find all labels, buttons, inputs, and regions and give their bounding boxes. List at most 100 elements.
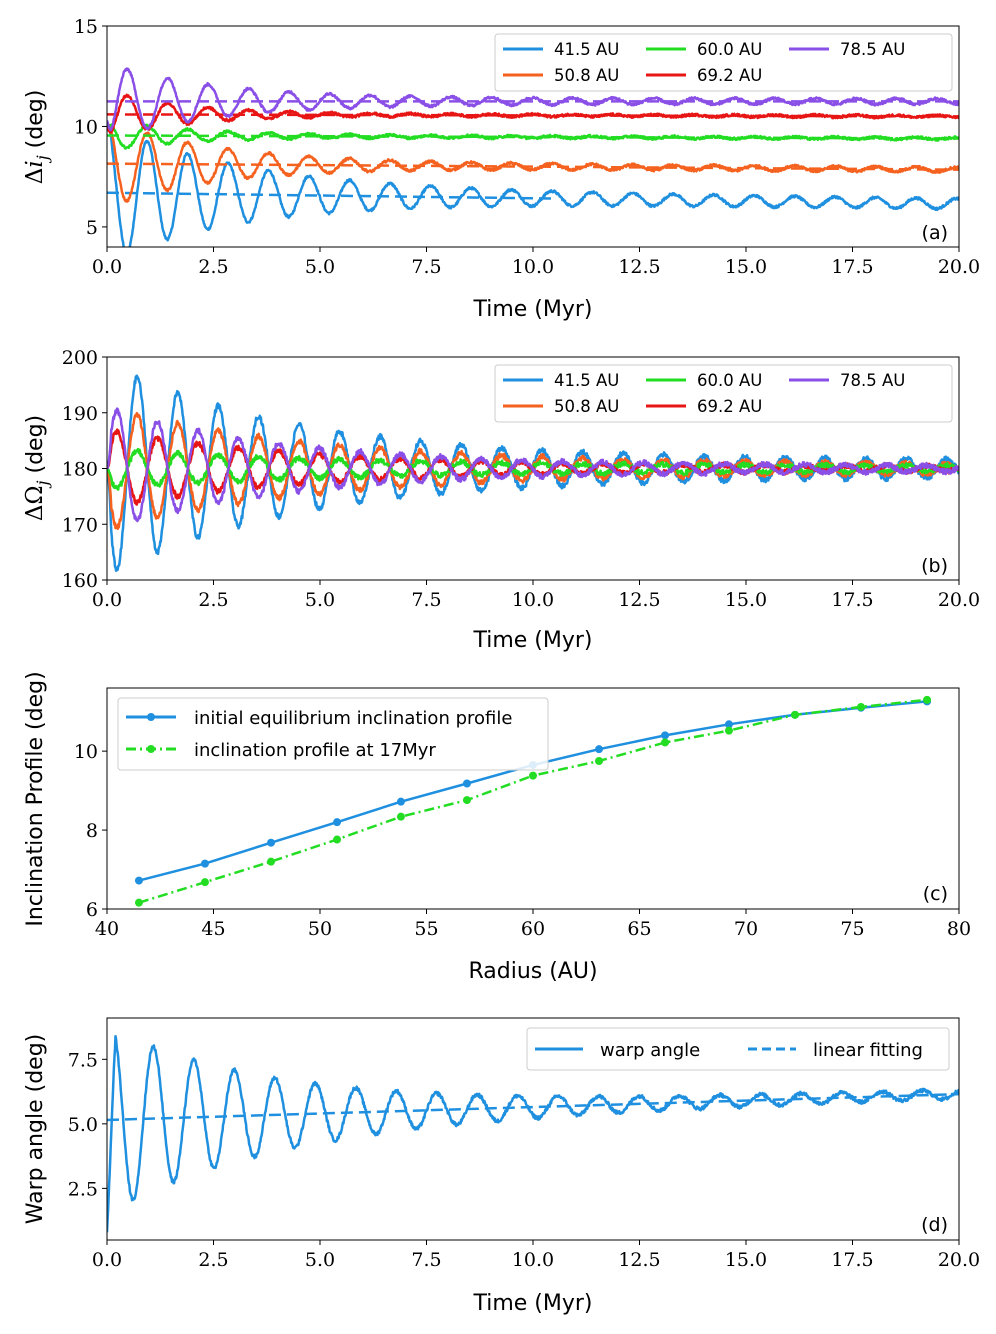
legend-marker-c-1 — [147, 745, 155, 753]
plot-area-d — [107, 1034, 959, 1233]
panel-tag-d: (d) — [921, 1214, 948, 1236]
legend-label-b-0: 41.5 AU — [554, 371, 619, 390]
xtick-label-d: 10.0 — [512, 1249, 554, 1271]
xtick-label-c: 40 — [95, 918, 119, 940]
legend-label-c-0: initial equilibrium inclination profile — [194, 708, 512, 729]
legend-box-a — [494, 33, 953, 92]
series-line-a-0 — [107, 125, 959, 247]
xtick-label-c: 50 — [308, 918, 332, 940]
legend-label-a-0: 41.5 AU — [554, 40, 619, 59]
ylabel-b: ΔΩj (deg) — [22, 415, 52, 521]
xtick-label-a: 0.0 — [92, 256, 122, 278]
legend-box-b — [494, 364, 953, 423]
xtick-label-d: 15.0 — [725, 1249, 767, 1271]
xtick-label-c: 80 — [947, 918, 971, 940]
xtick-label-b: 7.5 — [411, 589, 441, 611]
xtick-label-a: 15.0 — [725, 256, 767, 278]
point-c-1-0 — [134, 898, 143, 907]
legend-b: 41.5 AU 50.8 AU 60.0 AU 69.2 AU 78.5 AU — [494, 364, 953, 423]
point-c-0-8 — [661, 731, 670, 740]
legend-c: initial equilibrium inclination profile … — [117, 697, 549, 771]
fit-line-a-1 — [107, 162, 959, 171]
point-c-0-5 — [462, 779, 471, 788]
point-c-1-1 — [200, 878, 209, 887]
ytick-label-b: 200 — [62, 347, 98, 369]
xtick-label-b: 10.0 — [512, 589, 554, 611]
xlabel-d: Time (Myr) — [472, 1291, 592, 1316]
legend-d: warp angle linear fitting — [526, 1027, 950, 1071]
series-line-d-0 — [107, 1034, 959, 1233]
panel-tag-a: (a) — [922, 222, 948, 244]
legend-label-d-1: linear fitting — [813, 1040, 923, 1061]
xtick-label-c: 65 — [627, 918, 651, 940]
ytick-label-a: 5 — [86, 217, 98, 239]
xtick-label-d: 20.0 — [938, 1249, 980, 1271]
xtick-label-d: 12.5 — [618, 1249, 660, 1271]
fit-line-a-0 — [107, 191, 555, 200]
legend-label-a-2: 60.0 AU — [697, 40, 762, 59]
xtick-label-b: 20.0 — [938, 589, 980, 611]
point-c-0-0 — [134, 876, 143, 885]
point-c-1-4 — [396, 812, 405, 821]
legend-label-b-1: 50.8 AU — [554, 397, 619, 416]
xtick-label-d: 17.5 — [831, 1249, 873, 1271]
series-line-a-3 — [107, 93, 959, 134]
point-c-1-9 — [724, 726, 733, 735]
point-c-1-11 — [857, 702, 866, 711]
series-line-d-1 — [107, 1092, 959, 1122]
point-c-1-8 — [661, 738, 670, 747]
xtick-label-b: 0.0 — [92, 589, 122, 611]
ytick-label-b: 170 — [62, 514, 98, 536]
series-line-b-4 — [107, 407, 959, 523]
point-c-0-4 — [396, 797, 405, 806]
legend-label-a-1: 50.8 AU — [554, 66, 619, 85]
legend-label-c-1: inclination profile at 17Myr — [194, 740, 436, 761]
ytick-label-b: 160 — [62, 570, 98, 592]
xtick-label-b: 15.0 — [725, 589, 767, 611]
legend-box-d — [526, 1027, 950, 1071]
xlabel-a: Time (Myr) — [472, 297, 592, 322]
plot-area-a — [107, 67, 959, 247]
xtick-label-c: 60 — [521, 918, 545, 940]
xtick-label-d: 7.5 — [411, 1249, 441, 1271]
panel-d: 0.0 2.5 5.0 7.5 10.0 12.5 15.0 17.5 20.0 2.5 5.0 7.… — [23, 1017, 980, 1316]
point-c-1-2 — [267, 857, 276, 866]
legend-label-d-0: warp angle — [600, 1040, 700, 1061]
ylabel-c: Inclination Profile (deg) — [23, 671, 48, 926]
ytick-label-b: 180 — [62, 459, 98, 481]
ytick-label-d: 7.5 — [68, 1049, 98, 1071]
point-c-0-3 — [333, 818, 342, 827]
point-c-1-10 — [790, 710, 799, 719]
series-line-a-1 — [107, 123, 959, 203]
ytick-label-d: 2.5 — [68, 1178, 98, 1200]
series-line-a-2 — [107, 123, 959, 150]
panel-c: 40 45 50 55 60 65 70 75 80 6 8 10 Radius (AU) Incli… — [23, 671, 971, 984]
xlabel-c: Radius (AU) — [468, 959, 597, 984]
xtick-label-a: 5.0 — [305, 256, 335, 278]
ytick-label-a: 10 — [74, 116, 98, 138]
ticks-c: 40 45 50 55 60 65 70 75 80 6 8 10 — [74, 741, 971, 940]
xtick-label-a: 2.5 — [198, 256, 228, 278]
ytick-label-c: 8 — [86, 820, 98, 842]
plot-area-b — [107, 374, 959, 572]
xtick-label-a: 12.5 — [618, 256, 660, 278]
point-c-1-3 — [333, 835, 342, 844]
xtick-label-a: 17.5 — [831, 256, 873, 278]
xtick-label-b: 17.5 — [831, 589, 873, 611]
point-c-0-7 — [595, 745, 604, 754]
legend-label-a-3: 69.2 AU — [697, 66, 762, 85]
xtick-label-b: 5.0 — [305, 589, 335, 611]
legend-a: 41.5 AU 50.8 AU 60.0 AU 69.2 AU 78.5 AU — [494, 33, 953, 92]
ticks-d: 0.0 2.5 5.0 7.5 10.0 12.5 15.0 17.5 20.0 2.5 5.0 7.… — [68, 1049, 980, 1271]
ytick-label-c: 10 — [74, 741, 98, 763]
xtick-label-c: 75 — [840, 918, 864, 940]
ticks-b: 0.0 2.5 5.0 7.5 10.0 12.5 15.0 17.5 20.0 160 170 18… — [62, 347, 980, 611]
point-c-0-2 — [267, 838, 276, 847]
ytick-label-c: 6 — [86, 899, 98, 921]
point-c-1-12 — [923, 695, 932, 704]
panel-b: 0.0 2.5 5.0 7.5 10.0 12.5 15.0 17.5 20.0 160 170 18… — [22, 347, 980, 653]
point-c-1-7 — [595, 757, 604, 766]
xtick-label-a: 10.0 — [512, 256, 554, 278]
xtick-label-b: 12.5 — [618, 589, 660, 611]
panel-a: 0.0 2.5 5.0 7.5 10.0 12.5 15.0 17.5 20.0 5 10 15 Ti… — [22, 16, 980, 322]
